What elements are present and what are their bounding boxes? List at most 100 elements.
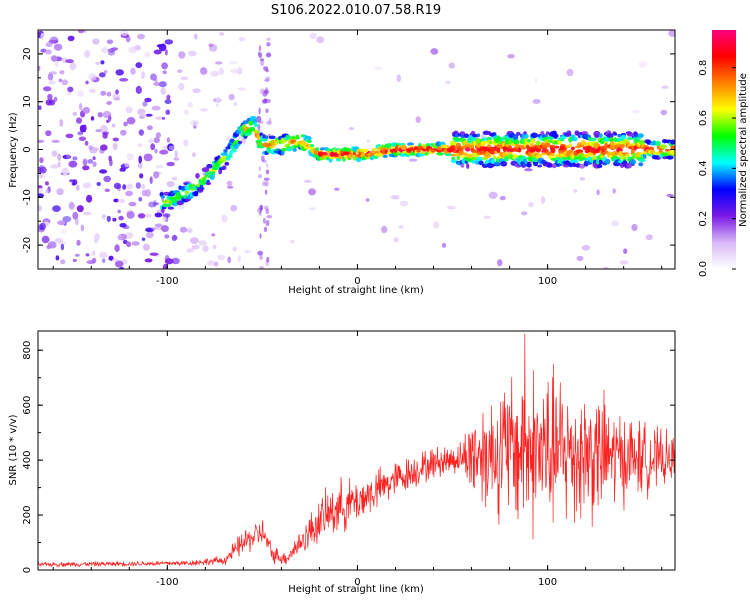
spectrogram-cell xyxy=(164,258,174,265)
spectrogram-cell xyxy=(655,140,661,147)
spectrogram-cell xyxy=(48,39,57,44)
spectrogram-cell xyxy=(106,215,111,222)
spectrogram-cell xyxy=(205,182,212,186)
spectrogram-cell xyxy=(361,148,369,153)
spectrogram-cell xyxy=(201,167,210,173)
y-tick-label: 600 xyxy=(22,396,33,415)
spectrogram-cell xyxy=(537,164,543,168)
snr-x-ticks: -100 0 100 xyxy=(52,331,663,588)
spectrogram-cell xyxy=(670,139,675,145)
spectrogram-cell xyxy=(500,161,508,167)
spectrogram-cell xyxy=(304,135,312,141)
figure-title: S106.2022.010.07.58.R19 xyxy=(271,3,441,18)
spectrogram-cell xyxy=(258,266,265,269)
spectrogram-cell xyxy=(47,241,57,249)
spectrogram-cell xyxy=(74,253,80,257)
spectrogram-cell xyxy=(106,91,112,97)
spectrogram-cell xyxy=(112,142,118,151)
spectrogram-cell xyxy=(38,193,45,198)
spectrogram-cell xyxy=(606,133,614,139)
spectrogram-cell xyxy=(530,132,539,139)
spectrogram-cell xyxy=(141,189,148,197)
spectrogram-cell xyxy=(141,183,146,190)
spectrogram-cell xyxy=(187,102,193,108)
spectrogram-cell xyxy=(106,101,112,105)
spectrogram-cell xyxy=(82,182,92,189)
spectrogram-cell xyxy=(589,137,597,142)
spectrogram-cell xyxy=(596,189,600,196)
spectrogram-cell xyxy=(382,154,388,158)
spectrogram-cell xyxy=(148,201,156,208)
spectrogram-cell xyxy=(187,50,197,57)
spectrogram-cell xyxy=(581,244,591,251)
spectrogram-cell xyxy=(194,190,199,197)
spectrogram-cell xyxy=(306,139,312,143)
spectrogram-cell xyxy=(55,255,60,261)
spectrogram-cell xyxy=(59,119,64,127)
spectrogram-cell xyxy=(94,233,100,241)
spectrogram-cell xyxy=(476,156,484,162)
spectrogram-cell xyxy=(164,39,174,45)
spectrogram-cell xyxy=(125,35,131,43)
spectrogram-cell xyxy=(57,220,66,226)
spectrogram-cell xyxy=(618,160,624,164)
spectrogram-cell xyxy=(53,43,63,51)
y-tick-label: -10 xyxy=(22,189,33,205)
snr-panel: -100 0 100 0 200 400 600 800 Height of straigh… xyxy=(8,330,676,595)
spectrogram-cell xyxy=(223,151,228,156)
spectrogram-cell xyxy=(257,51,260,56)
spectrogram-cell xyxy=(139,173,144,179)
spectrogram-cell xyxy=(269,145,275,149)
spectrogram-cell xyxy=(661,85,669,89)
spectrogram-cell xyxy=(488,140,493,144)
spectrogram-cell xyxy=(160,195,165,199)
spectrogram-cell xyxy=(173,157,180,161)
spectrogram-cell xyxy=(660,109,668,116)
spectrogram-cells xyxy=(38,30,675,269)
spectrogram-cell xyxy=(213,261,219,267)
spectrogram-cell xyxy=(135,62,143,69)
spectrogram-cell xyxy=(126,117,136,125)
spectrogram-cell xyxy=(106,39,114,45)
spectrogram-cell xyxy=(266,120,272,126)
spectrogram-cell xyxy=(659,144,668,150)
spectrogram-cell xyxy=(464,147,471,152)
spectrogram-cell xyxy=(268,135,276,140)
spectrogram-cell xyxy=(118,215,124,221)
spectrogram-cell xyxy=(444,80,451,85)
spectrogram-cell xyxy=(67,86,74,93)
spectrogram-cell xyxy=(76,117,82,124)
spectrogram-cell xyxy=(95,129,102,133)
spectrogram-cell xyxy=(171,198,179,203)
spectrogram-cell xyxy=(72,258,77,263)
spectrogram-cell xyxy=(211,233,216,237)
spectrogram-cell xyxy=(497,259,503,267)
spectrogram-cell xyxy=(565,160,570,166)
spectrogram-cell xyxy=(344,147,352,152)
spectrogram-cell xyxy=(420,150,425,154)
spectrogram-cell xyxy=(56,188,64,196)
spectrogram-cell xyxy=(100,144,108,151)
spectrogram-cell xyxy=(171,257,180,265)
spectrogram-cell xyxy=(130,67,136,75)
spectrogram-cell xyxy=(480,140,487,146)
y-tick-label: -20 xyxy=(22,237,33,253)
spectrogram-cell xyxy=(112,258,119,263)
spectrogram-cell xyxy=(112,93,120,101)
spectrogram-cell xyxy=(611,220,619,227)
spectrogram-cell xyxy=(476,133,481,137)
spectrogram-cell xyxy=(119,78,129,82)
spectrogram-cell xyxy=(259,210,262,216)
x-tick-label: 100 xyxy=(538,276,557,287)
spectrogram-cell xyxy=(553,134,558,139)
spectrogram-cell xyxy=(309,32,317,40)
spectrogram-cell xyxy=(521,133,529,139)
spectrogram-cell xyxy=(612,188,616,194)
spectrogram-cell xyxy=(198,240,207,246)
spectrogram-cell xyxy=(544,142,551,148)
spectrogram-y-ticks: -20 -10 0 10 20 xyxy=(22,29,675,270)
spectrogram-cell xyxy=(54,238,64,243)
spectrogram-cell xyxy=(501,152,509,158)
spectrogram-cell xyxy=(237,67,243,75)
spectrogram-cell xyxy=(62,216,72,223)
